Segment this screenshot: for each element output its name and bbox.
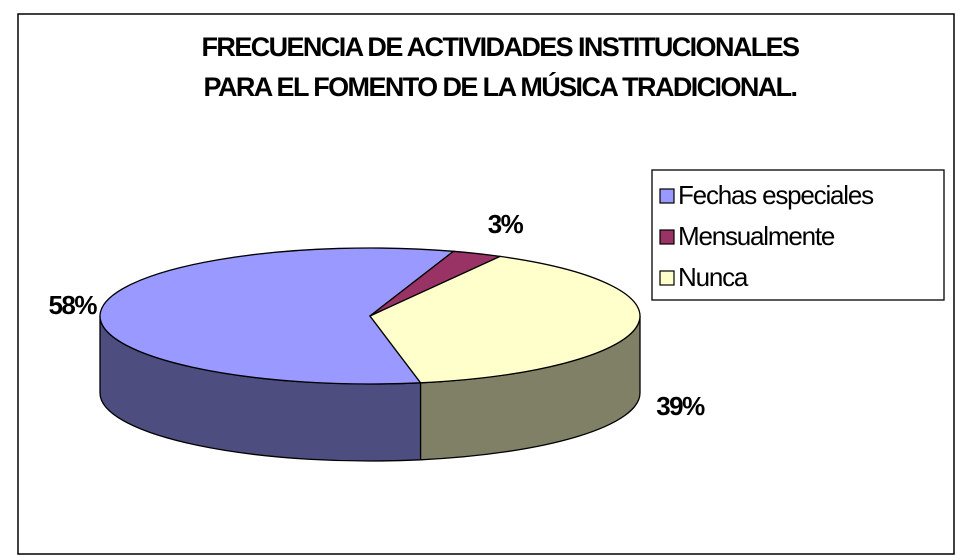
pie-slice	[368, 255, 641, 384]
legend-swatch	[659, 270, 675, 286]
data-label: 39%	[656, 391, 705, 421]
legend: Fechas especiales Mensualmente Nunca	[651, 169, 945, 301]
legend-swatch	[659, 229, 675, 245]
legend-label: Nunca	[678, 262, 749, 292]
pie: 58% 3% 39%	[48, 209, 707, 462]
legend-box	[651, 169, 945, 301]
data-label: 58%	[48, 290, 97, 320]
chart-title: PARA EL FOMENTO DE LA MÚSICA TRADICIONAL…	[204, 71, 797, 102]
legend-label: Mensualmente	[678, 221, 835, 251]
pie-slice	[99, 247, 456, 385]
legend-label: Fechas especiales	[678, 180, 874, 210]
legend-swatch	[659, 188, 675, 204]
chart-title: FRECUENCIA DE ACTIVIDADES INSTITUCIONALE…	[202, 32, 800, 62]
data-label: 3%	[488, 209, 524, 239]
